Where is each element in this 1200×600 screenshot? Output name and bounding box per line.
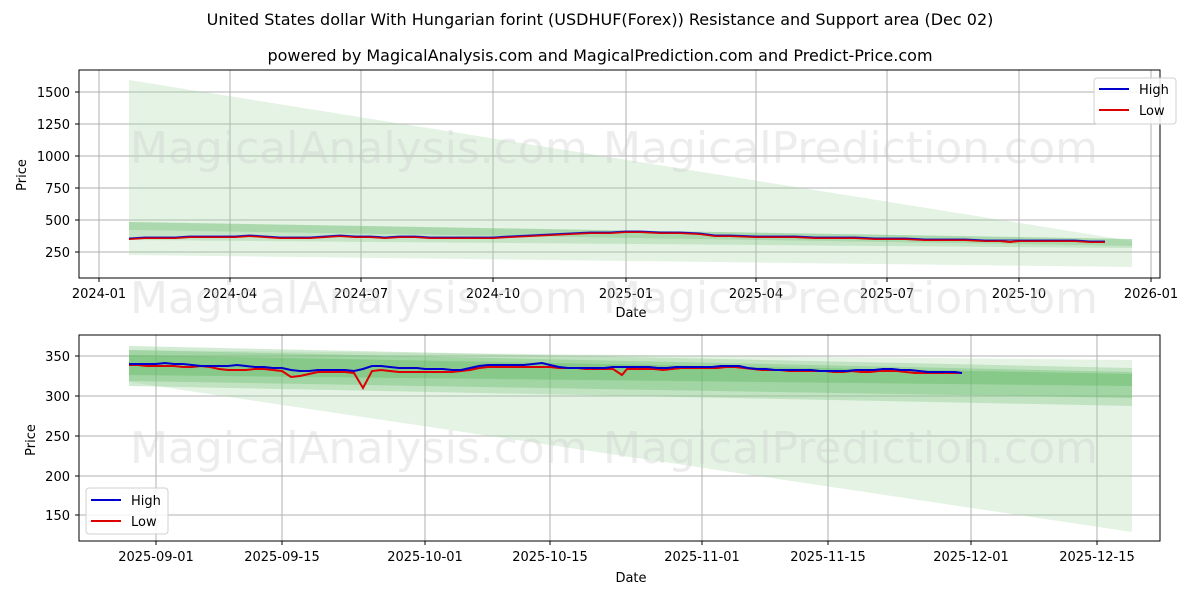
bottom-inner-band bbox=[129, 350, 1132, 398]
watermark-right: MagicalPrediction.com bbox=[603, 273, 1098, 324]
top-x-tick-label: 2024-10 bbox=[466, 287, 520, 302]
top-x-tick-label: 2025-01 bbox=[599, 287, 653, 302]
bottom-core-band bbox=[129, 355, 1132, 386]
bottom-x-tick-label: 2025-11-15 bbox=[790, 550, 866, 565]
watermark-right: MagicalPrediction.com bbox=[603, 123, 1098, 174]
bottom-y-tick-label: 300 bbox=[45, 390, 70, 405]
top-chart: 1500 1250 1000 750 500 250 2024-01 2024-… bbox=[15, 69, 1178, 321]
top-x-tick-label: 2026-01 bbox=[1124, 287, 1178, 302]
top-y-ticks bbox=[75, 91, 79, 253]
bottom-y-tick-label: 150 bbox=[45, 509, 70, 524]
bottom-y-ticks bbox=[75, 355, 79, 516]
bottom-axes-frame bbox=[78, 334, 1161, 542]
chart-subtitle: powered by MagicalAnalysis.com and Magic… bbox=[267, 46, 933, 65]
top-wide-band bbox=[129, 80, 1132, 267]
top-high-line bbox=[128, 230, 1105, 242]
top-y-tick-label: 500 bbox=[45, 214, 70, 229]
top-legend: High Low bbox=[1093, 77, 1177, 125]
watermark-left: MagicalAnalysis.com bbox=[130, 273, 588, 324]
legend-low-label: Low bbox=[1139, 104, 1165, 119]
bottom-y-tick-label: 250 bbox=[45, 430, 70, 445]
top-x-axis-label: Date bbox=[615, 306, 646, 321]
bottom-x-tick-label: 2025-10-15 bbox=[512, 550, 588, 565]
bottom-x-ticks bbox=[155, 541, 1098, 545]
bottom-y-tick-label: 200 bbox=[45, 470, 70, 485]
bottom-x-tick-label: 2025-11-01 bbox=[664, 550, 740, 565]
bottom-high-line bbox=[129, 361, 963, 374]
legend-high-label: High bbox=[1139, 83, 1169, 98]
legend-low-label: Low bbox=[131, 515, 157, 530]
top-y-tick-label: 750 bbox=[45, 182, 70, 197]
top-x-tick-label: 2025-07 bbox=[860, 287, 914, 302]
chart-title: United States dollar With Hungarian fori… bbox=[206, 10, 994, 29]
top-x-ticks bbox=[98, 278, 1152, 282]
bottom-y-tick-label: 350 bbox=[45, 350, 70, 365]
bottom-x-tick-label: 2025-09-01 bbox=[118, 550, 194, 565]
top-y-tick-label: 250 bbox=[45, 246, 70, 261]
top-y-tick-label: 1250 bbox=[37, 118, 70, 133]
bottom-x-axis-label: Date bbox=[615, 571, 646, 586]
bottom-x-tick-label: 2025-12-01 bbox=[933, 550, 1009, 565]
bottom-y-axis-label: Price bbox=[24, 424, 39, 456]
bottom-x-tick-label: 2025-10-01 bbox=[387, 550, 463, 565]
legend-high-label: High bbox=[131, 494, 161, 509]
top-x-tick-label: 2024-07 bbox=[334, 287, 388, 302]
watermark-left: MagicalAnalysis.com bbox=[130, 423, 588, 474]
top-y-axis-label: Price bbox=[15, 159, 30, 191]
top-x-tick-label: 2024-01 bbox=[72, 287, 126, 302]
watermarks: MagicalAnalysis.com MagicalPrediction.co… bbox=[130, 123, 1098, 474]
bottom-outer-band bbox=[129, 346, 1132, 406]
top-y-tick-label: 1000 bbox=[37, 150, 70, 165]
top-inner-band bbox=[129, 230, 1132, 248]
bottom-grid bbox=[79, 335, 1160, 541]
top-x-tick-label: 2025-04 bbox=[729, 287, 783, 302]
top-x-tick-label: 2024-04 bbox=[203, 287, 257, 302]
bottom-x-tick-label: 2025-09-15 bbox=[244, 550, 320, 565]
top-x-tick-label: 2025-10 bbox=[992, 287, 1046, 302]
bottom-legend: High Low bbox=[85, 487, 169, 535]
watermark-left: MagicalAnalysis.com bbox=[130, 123, 588, 174]
watermark-right: MagicalPrediction.com bbox=[603, 423, 1098, 474]
top-grid bbox=[79, 70, 1160, 278]
top-low-line bbox=[128, 231, 1105, 244]
bottom-x-tick-label: 2025-12-15 bbox=[1059, 550, 1135, 565]
top-y-tick-label: 1500 bbox=[37, 86, 70, 101]
bottom-wide-fan bbox=[129, 350, 1132, 532]
top-axes-frame bbox=[78, 69, 1161, 279]
bottom-chart: 350 300 250 200 150 2025-09-01 2025-09-1… bbox=[24, 334, 1161, 586]
